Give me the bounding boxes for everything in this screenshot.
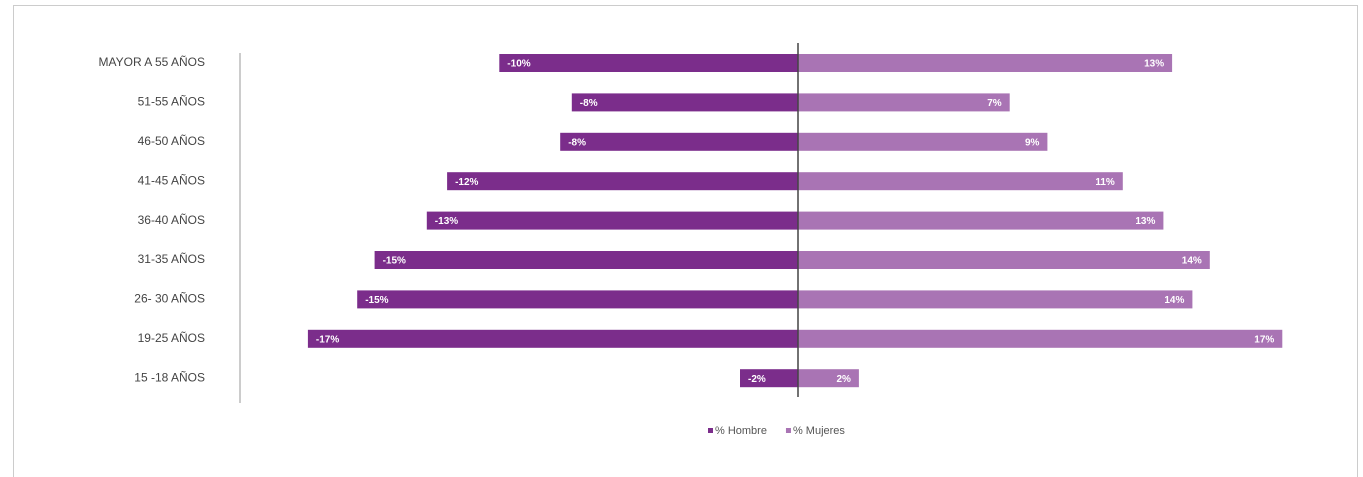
value-label: 2%	[836, 374, 851, 385]
bar	[798, 251, 1210, 269]
category-label: 51-55 AÑOS	[138, 95, 205, 109]
legend-label: % Hombre	[715, 425, 767, 437]
bar	[426, 211, 798, 230]
legend-swatch	[785, 428, 791, 433]
bar	[560, 132, 798, 151]
bar	[798, 54, 1173, 72]
bar	[798, 211, 1164, 230]
category-label: 26- 30 AÑOS	[134, 292, 205, 306]
value-label: 14%	[1182, 256, 1202, 267]
value-label: -13%	[435, 216, 458, 227]
bar	[357, 290, 798, 309]
bar	[798, 329, 1283, 348]
value-label: -8%	[568, 137, 586, 148]
category-label: 19-25 AÑOS	[138, 331, 205, 345]
category-label: 41-45 AÑOS	[138, 173, 205, 187]
bar	[307, 329, 798, 348]
bar	[374, 251, 798, 269]
category-label: 36-40 AÑOS	[138, 213, 205, 227]
value-label: 11%	[1095, 177, 1115, 188]
frame	[13, 5, 1358, 477]
bar	[740, 369, 798, 388]
value-label: 9%	[1025, 137, 1040, 148]
value-label: 13%	[1135, 216, 1155, 227]
category-label: 46-50 AÑOS	[138, 134, 205, 148]
bar	[499, 54, 798, 72]
value-label: -8%	[580, 98, 598, 109]
bar	[798, 132, 1048, 151]
legend-label: % Mujeres	[793, 425, 845, 437]
category-label: MAYOR A 55 AÑOS	[99, 55, 206, 69]
value-label: -15%	[383, 256, 406, 267]
value-label: -10%	[507, 59, 530, 70]
value-label: 13%	[1144, 59, 1164, 70]
value-label: -15%	[365, 295, 388, 306]
value-label: 7%	[987, 98, 1002, 109]
category-label: 15 -18 AÑOS	[134, 370, 205, 384]
value-label: -17%	[316, 334, 339, 345]
bar	[798, 290, 1193, 309]
category-label: 31-35 AÑOS	[138, 252, 205, 266]
bar	[798, 172, 1123, 191]
bar	[571, 93, 798, 112]
value-label: 14%	[1164, 295, 1184, 306]
value-label: -2%	[748, 374, 766, 385]
bar	[447, 172, 798, 191]
value-label: -12%	[455, 177, 478, 188]
legend-swatch	[708, 428, 713, 433]
value-label: 17%	[1254, 334, 1274, 345]
bar	[798, 369, 859, 388]
bar	[798, 93, 1010, 112]
